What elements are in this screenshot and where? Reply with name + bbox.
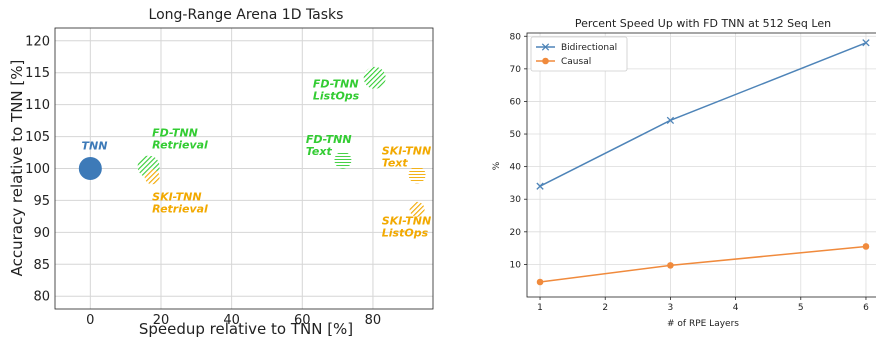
tick-labels: 1 2 3 4 5 6 10 20 30 40 50 60 70 80 [510, 32, 870, 313]
point-fd-tnn-text [334, 151, 352, 169]
annotation-fd-tnn-listops-line: FD-TNN [313, 77, 359, 90]
y-tick-label: 115 [25, 66, 50, 81]
y-axis-label: % [492, 161, 502, 170]
legend-label-bidirectional: Bidirectional [561, 43, 617, 53]
data-points [78, 66, 426, 217]
tick-labels: 0 20 40 60 80 80 85 90 95 100 105 110 115 120 [25, 34, 381, 328]
plot-frame [526, 32, 876, 298]
point-ski-tnn-text [408, 166, 426, 184]
y-tick-label: 10 [510, 260, 522, 270]
series-lines [536, 39, 870, 286]
legend-label-causal: Causal [561, 57, 591, 67]
annotation-ski-tnn-listops-line: SKI-TNN [382, 215, 431, 228]
annotation-fd-tnn-retrieval-line: Retrieval [152, 139, 208, 152]
x-axis-label: Speedup relative to TNN [%] [139, 320, 353, 338]
y-tick-label: 30 [510, 195, 522, 205]
legend-marker-bidirectional [541, 43, 550, 51]
point-ski-tnn-listops [409, 201, 425, 217]
annotation-ski-tnn-listops-line: ListOps [382, 227, 429, 240]
scatter-chart: Long-Range Arena 1D Tasks 0 20 40 60 80 80 85 9… [8, 7, 434, 338]
x-axis-label: # of RPE Layers [667, 319, 739, 329]
x-tick-label: 5 [798, 303, 804, 313]
annotation-ski-tnn-text-line: Text [382, 156, 409, 169]
grid-lines [55, 28, 433, 309]
x-tick-label: 3 [668, 303, 674, 313]
y-tick-label: 90 [33, 226, 50, 241]
y-tick-label: 20 [510, 228, 522, 238]
y-tick-label: 60 [510, 97, 522, 107]
annotation-ski-tnn-retrieval-line: SKI-TNN [152, 190, 201, 203]
y-tick-label: 100 [25, 162, 50, 177]
y-tick-label: 120 [25, 34, 50, 49]
annotation-tnn-line: TNN [81, 139, 107, 152]
annotations: TNNFD-TNNRetrievalSKI-TNNRetrievalFD-TNN… [81, 77, 431, 239]
legend-box [530, 36, 628, 72]
y-tick-label: 80 [510, 32, 522, 42]
point-bidirectional [666, 116, 675, 125]
chart-title: Percent Speed Up with FD TNN at 512 Seq … [575, 17, 831, 30]
annotation-fd-tnn-listops-line: ListOps [313, 89, 360, 102]
y-tick-label: 95 [33, 194, 50, 209]
x-tick-label: 2 [602, 303, 608, 313]
point-causal [667, 262, 674, 269]
chart-title: Long-Range Arena 1D Tasks [149, 7, 344, 23]
point-bidirectional [862, 39, 870, 47]
legend-marker-causal [542, 57, 549, 65]
y-tick-label: 50 [510, 130, 522, 140]
y-tick-label: 110 [25, 98, 50, 113]
x-tick-label: 6 [863, 303, 869, 313]
x-tick-label: 20 [153, 313, 170, 328]
y-tick-label: 105 [25, 130, 50, 145]
x-tick-label: 40 [223, 313, 240, 328]
annotation-ski-tnn-retrieval-line: Retrieval [152, 202, 208, 215]
point-ski-tnn-retrieval [144, 169, 160, 185]
point-fd-tnn-listops [363, 66, 386, 89]
annotation-fd-tnn-text-line: Text [306, 145, 333, 158]
point-tnn [78, 157, 102, 180]
annotation-ski-tnn-text-line: SKI-TNN [382, 144, 431, 157]
y-tick-label: 85 [33, 258, 50, 273]
y-tick-label: 80 [33, 290, 50, 305]
y-tick-label: 40 [510, 163, 522, 173]
point-causal [862, 243, 870, 250]
grid-lines [527, 33, 876, 297]
plot-frame [54, 27, 434, 310]
x-tick-label: 4 [733, 303, 739, 313]
point-causal [536, 278, 544, 286]
x-tick-label: 80 [365, 313, 382, 328]
x-tick-label: 0 [86, 313, 94, 328]
annotation-fd-tnn-text-line: FD-TNN [306, 133, 352, 146]
y-axis-label: Accuracy relative to TNN [%] [8, 60, 26, 277]
x-tick-label: 60 [294, 313, 311, 328]
x-tick-label: 1 [537, 303, 543, 313]
y-tick-label: 70 [510, 65, 522, 75]
point-bidirectional [536, 182, 544, 190]
legend: Bidirectional Causal [530, 36, 628, 72]
annotation-fd-tnn-retrieval-line: FD-TNN [152, 127, 198, 140]
